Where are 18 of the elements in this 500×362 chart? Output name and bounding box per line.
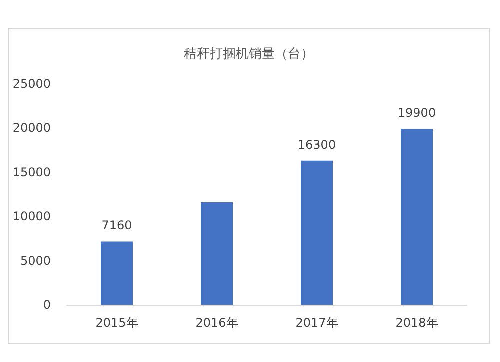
bar [301, 160, 333, 305]
x-tick-label: 2018年 [396, 316, 438, 330]
data-label: 19900 [398, 106, 436, 120]
data-label: 16300 [298, 138, 336, 152]
bar [201, 202, 233, 305]
x-tick-label: 2017年 [296, 316, 338, 330]
y-tick-label: 15000 [12, 165, 51, 180]
bar [101, 242, 133, 305]
bar [401, 129, 433, 305]
y-tick-label: 5000 [20, 254, 51, 268]
y-tick-label: 0 [43, 298, 51, 312]
y-tick-label: 20000 [12, 121, 51, 136]
x-tick-label: 2016年 [196, 316, 238, 330]
y-tick-label: 10000 [12, 210, 51, 224]
x-tick-label: 2015年 [96, 316, 138, 330]
data-label: 7160 [102, 218, 132, 233]
y-tick-label: 25000 [12, 77, 51, 91]
chart-title: 秸秆打捆机销量（台） [184, 47, 314, 62]
